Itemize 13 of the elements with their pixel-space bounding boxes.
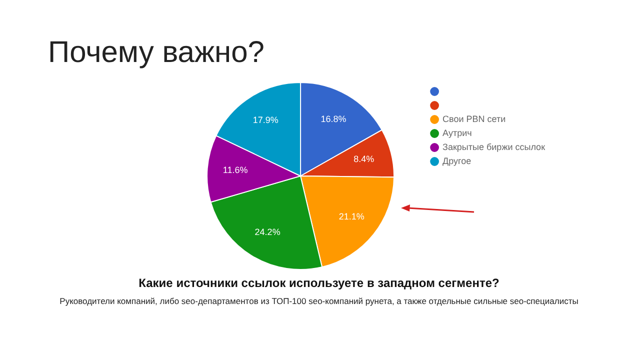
legend-label: Другое [442,156,472,166]
legend-label: Аутрич [442,128,472,138]
data-label: 8.4% [354,154,374,164]
data-label: 16.8% [320,114,346,124]
data-label: 11.6% [222,165,248,176]
legend-label: Закрытые биржи ссылок [442,142,546,152]
chart-title: Почему важно? [48,36,264,70]
data-label: 17.9% [252,115,278,126]
text: Руководители компаний, либо seo-департаментов из ТОП-100 seo-компаний рунета, а также отдельные сильные seo-специалисты [58,296,580,306]
data-label: 24.2% [254,227,280,238]
text: Какие источники ссылок используете в западном сегменте? [138,276,500,290]
legend-label: Свои PBN сети [442,114,506,124]
data-label: 21.1% [338,211,364,222]
